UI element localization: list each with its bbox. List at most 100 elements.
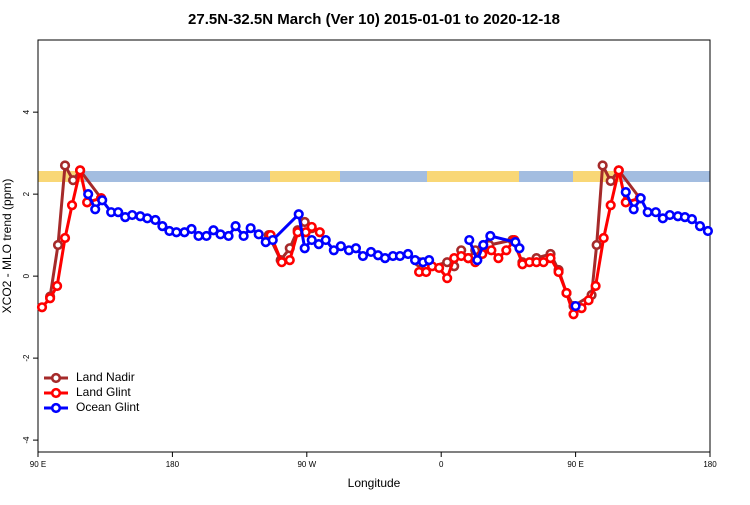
series — [44, 160, 645, 312]
data-point — [485, 230, 496, 242]
x-tick-label: 90 W — [297, 460, 316, 469]
data-point — [299, 243, 310, 254]
data-point — [245, 223, 256, 234]
data-point — [276, 257, 287, 268]
data-point — [36, 302, 48, 313]
data-point — [314, 227, 325, 238]
data-point — [650, 207, 661, 218]
data-point — [501, 245, 512, 256]
data-point — [328, 245, 339, 256]
legend-marker — [50, 372, 62, 384]
data-point — [230, 221, 241, 232]
data-point — [379, 252, 391, 264]
data-point — [553, 266, 564, 278]
data-point — [635, 193, 646, 204]
data-point — [52, 280, 63, 292]
data-point — [583, 295, 594, 306]
data-point — [478, 239, 489, 251]
data-point — [52, 239, 64, 251]
data-point — [293, 209, 304, 220]
data-point — [157, 221, 168, 232]
data-point — [66, 200, 78, 211]
data-point — [394, 250, 406, 262]
data-point — [570, 300, 581, 312]
y-tick-label: 0 — [22, 273, 31, 278]
data-point — [44, 293, 56, 304]
legend-label: Land Nadir — [76, 370, 135, 384]
series-line — [48, 160, 103, 297]
x-tick-label: 180 — [166, 460, 180, 469]
data-point — [605, 175, 616, 187]
data-point — [75, 165, 86, 176]
series-line — [419, 170, 641, 317]
data-point — [686, 214, 698, 225]
data-point — [424, 255, 435, 266]
data-point — [514, 243, 525, 254]
data-point — [313, 239, 324, 250]
data-point — [193, 230, 204, 242]
data-point — [486, 245, 497, 256]
data-point — [702, 225, 714, 237]
data-point — [538, 257, 549, 268]
data-point — [186, 223, 197, 235]
data-point — [215, 229, 226, 240]
x-tick-label: 90 E — [567, 460, 583, 469]
plot-frame — [37, 39, 711, 453]
data-point — [464, 234, 475, 246]
legend-label: Ocean Glint — [76, 400, 140, 414]
data-point — [142, 213, 153, 224]
data-point — [306, 234, 317, 246]
x-tick-label: 90 E — [30, 460, 46, 469]
x-tick-label: 0 — [439, 460, 444, 469]
series — [83, 186, 714, 312]
data-point — [267, 234, 278, 246]
y-tick-label: -4 — [22, 436, 31, 444]
chart-title: 27.5N-32.5N March (Ver 10) 2015-01-01 to… — [188, 11, 560, 28]
data-point — [442, 273, 453, 284]
data-point — [545, 252, 556, 264]
legend-marker — [50, 402, 62, 414]
data-point — [421, 266, 432, 278]
data-point — [238, 230, 249, 242]
data-point — [127, 209, 138, 221]
data-point — [613, 165, 624, 176]
map-strip — [38, 171, 710, 182]
data-point — [357, 250, 369, 262]
data-point — [664, 209, 675, 221]
data-point — [605, 200, 616, 211]
series — [36, 165, 645, 320]
data-point — [434, 262, 445, 274]
data-point — [150, 214, 161, 226]
data-point — [350, 243, 362, 254]
data-point — [171, 227, 182, 238]
data-point — [463, 252, 474, 264]
land-strip — [427, 171, 519, 182]
legend-label: Land Glint — [76, 385, 131, 399]
ocean-strip — [38, 171, 710, 182]
data-point — [472, 255, 483, 266]
land-strip — [38, 171, 84, 182]
data-point — [306, 221, 317, 233]
x-tick-label: 180 — [703, 460, 717, 469]
data-point — [208, 225, 219, 236]
data-point — [409, 255, 421, 266]
data-point — [620, 186, 631, 198]
data-point — [59, 232, 71, 244]
data-point — [561, 287, 572, 299]
data-point — [201, 230, 212, 242]
y-tick-label: 4 — [22, 109, 31, 114]
land-strip — [270, 171, 340, 182]
legend-marker — [50, 387, 62, 399]
data-point — [284, 255, 295, 266]
y-tick-label: 2 — [22, 191, 31, 196]
data-point — [59, 160, 71, 171]
data-point — [694, 221, 706, 232]
data-point — [97, 195, 108, 206]
data-point — [590, 280, 601, 292]
data-point — [591, 239, 602, 251]
data-point — [83, 189, 94, 200]
data-point — [598, 232, 609, 244]
